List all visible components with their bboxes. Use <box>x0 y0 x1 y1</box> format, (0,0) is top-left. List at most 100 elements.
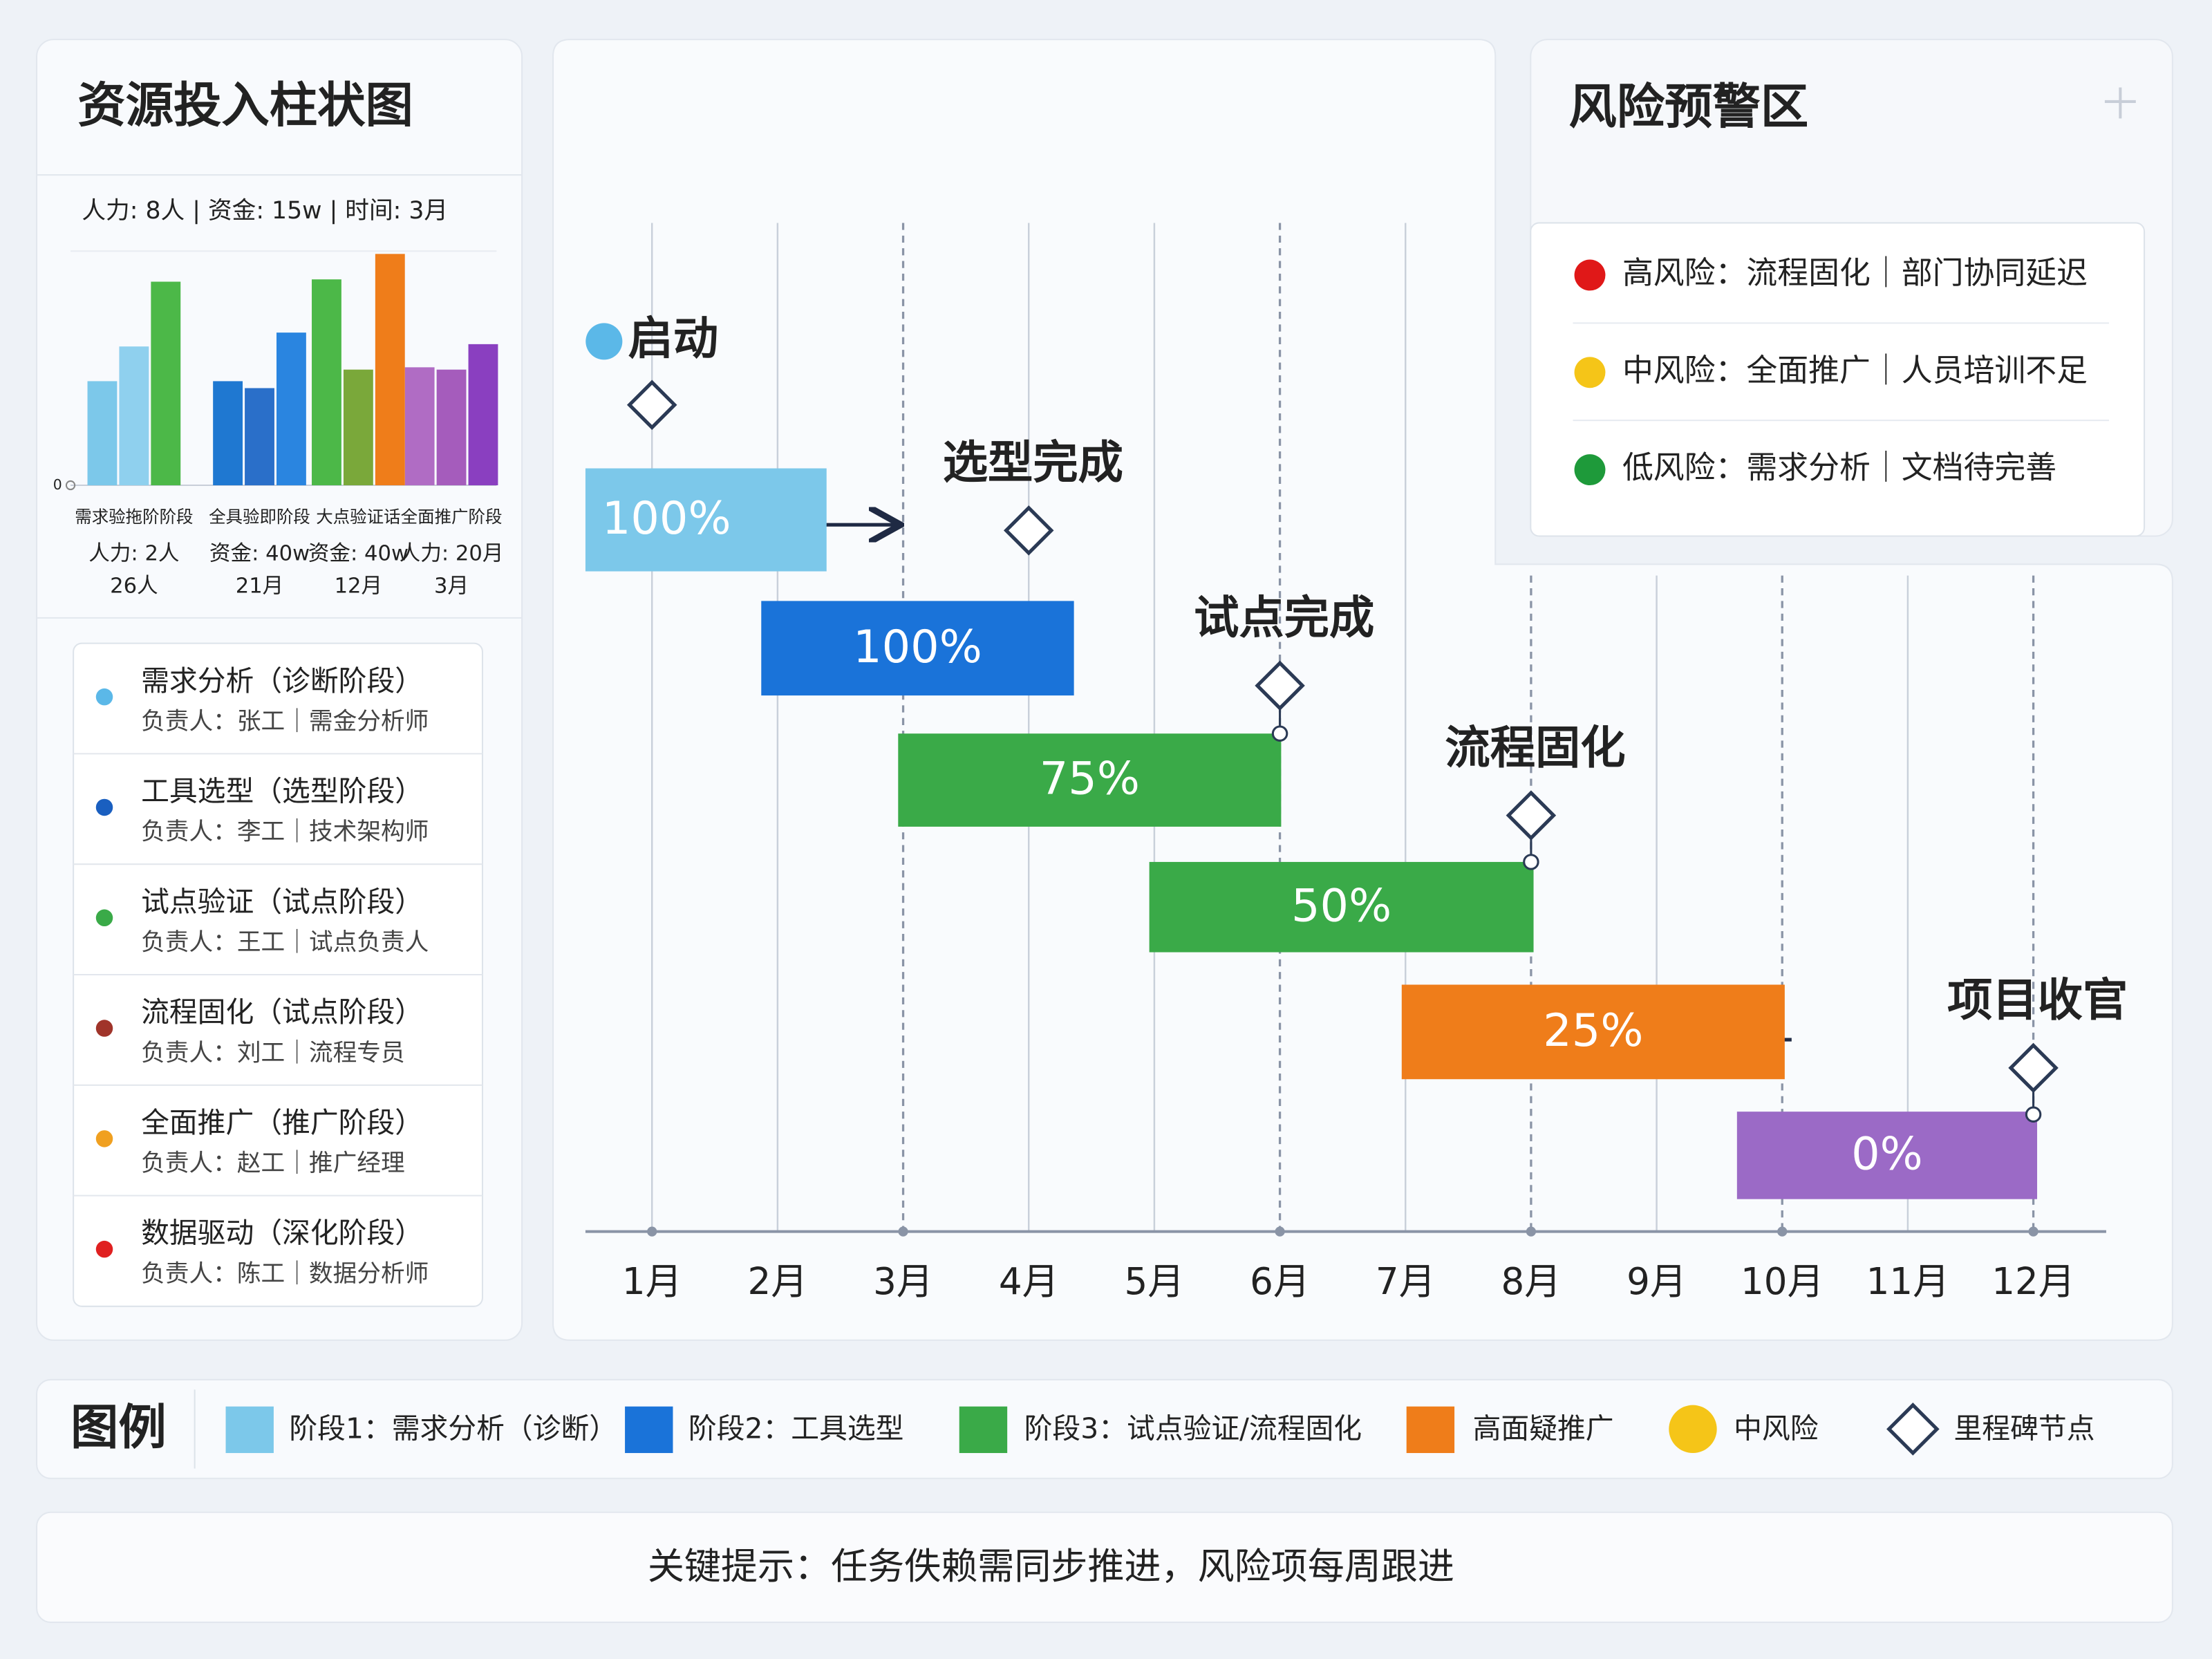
risk-list <box>1530 222 2146 537</box>
task-bar <box>1736 1112 2038 1199</box>
category-note: 21月 <box>236 574 284 598</box>
task-progress: 25% <box>1543 1004 1643 1057</box>
legend-label: 里程碑节点 <box>1954 1412 2095 1445</box>
category-note: 26人 <box>110 574 158 598</box>
role-title: 工具选型（选型阶段） <box>141 775 423 808</box>
x-tick-label: 1月 <box>622 1260 682 1303</box>
task-progress: 50% <box>1291 879 1391 932</box>
milestone-anchor <box>1271 725 1288 742</box>
x-tick-label: 11月 <box>1866 1260 1950 1303</box>
category-note: 12月 <box>335 574 383 598</box>
task-bar <box>761 601 1074 696</box>
legend-title: 图例 <box>71 1400 167 1455</box>
bar <box>375 254 405 486</box>
milestone-anchor <box>1523 854 1539 870</box>
legend-label: 阶段2：工具选型 <box>688 1412 904 1445</box>
role-title: 流程固化（试点阶段） <box>141 995 423 1029</box>
milestone-label: 选型完成 <box>943 437 1123 489</box>
x-tick-label: 全具验即阶段 <box>209 507 310 527</box>
legend-swatch <box>1669 1405 1717 1454</box>
legend-label: 高面疑推广 <box>1473 1412 1614 1445</box>
y-tick-label: 0 <box>53 476 62 493</box>
milestone-label: 流程固化 <box>1445 722 1625 774</box>
category-note: 人力: 20月 <box>400 542 504 566</box>
milestone <box>2008 1042 2059 1094</box>
task-bar <box>1149 861 1534 953</box>
category-note: 资金: 40w <box>308 542 409 566</box>
role-subtitle: 负责人：王工｜试点负责人 <box>141 928 429 956</box>
category-note: 资金: 40w <box>209 542 310 566</box>
role-subtitle: 负责人：陈工｜数据分析师 <box>141 1260 429 1288</box>
milestone <box>626 379 677 430</box>
x-tick-label: 12月 <box>1991 1260 2075 1303</box>
panel-title: 风险预警区 <box>1568 79 1808 135</box>
milestone-label: 启动 <box>628 312 719 365</box>
legend-swatch <box>959 1406 1008 1454</box>
role-dot <box>95 1130 113 1147</box>
milestone <box>1003 505 1054 556</box>
task-progress: 75% <box>1040 753 1140 805</box>
x-tick-label: 6月 <box>1250 1260 1310 1303</box>
bar <box>343 369 373 486</box>
x-tick-label: 7月 <box>1376 1260 1436 1303</box>
x-tick-label: 2月 <box>747 1260 807 1303</box>
risk-dot <box>1574 357 1606 388</box>
risk-item: 高风险：流程固化｜部门协同延迟 <box>1622 254 2088 291</box>
risk-item: 中风险：全面推广｜人员培训不足 <box>1622 352 2088 388</box>
role-title: 数据驱动（深化阶段） <box>141 1217 423 1250</box>
bar <box>468 344 498 486</box>
role-title: 试点验证（试点阶段） <box>141 885 423 918</box>
risk-dot <box>1574 259 1606 291</box>
footer-text: 关键提示：任务佚赖需同步推进，风险项每周跟进 <box>648 1545 1454 1588</box>
bar <box>404 367 435 486</box>
x-tick-label: 全面推广阶段 <box>401 507 503 527</box>
task-bar <box>898 733 1282 827</box>
bar <box>276 332 306 486</box>
x-tick-label: 需求验拖阶阶段 <box>75 507 193 527</box>
x-tick-label: 10月 <box>1741 1260 1824 1303</box>
role-subtitle: 负责人：赵工｜推广经理 <box>141 1150 405 1177</box>
task-progress: 100% <box>853 621 982 673</box>
bar <box>87 381 118 486</box>
tick-mark <box>65 480 76 491</box>
bar <box>312 279 341 486</box>
milestone <box>1506 790 1557 841</box>
milestone-label: 试点完成 <box>1194 592 1374 644</box>
x-tick-label: 5月 <box>1124 1260 1184 1303</box>
milestone <box>1255 660 1305 711</box>
bar <box>245 388 274 486</box>
start-dot <box>585 323 623 360</box>
chart-subtitle: 人力: 8人 | 资金: 15w | 时间: 3月 <box>82 197 448 225</box>
pin-icon <box>2104 87 2136 119</box>
role-subtitle: 负责人：张工｜需金分析师 <box>141 708 429 735</box>
category-note: 人力: 2人 <box>88 542 179 566</box>
legend-label: 阶段1：需求分析（诊断） <box>289 1412 617 1445</box>
milestone-label: 项目收官 <box>1947 974 2128 1027</box>
x-tick-label: 8月 <box>1501 1260 1561 1303</box>
x-tick-label: 9月 <box>1627 1260 1687 1303</box>
role-dot <box>95 798 113 816</box>
risk-item: 低风险：需求分析｜文档待完善 <box>1622 449 2056 486</box>
role-title: 全面推广（推广阶段） <box>141 1106 423 1139</box>
bar <box>436 369 467 486</box>
category-note: 3月 <box>434 574 469 598</box>
task-progress: 100% <box>602 492 731 545</box>
x-tick-label: 大点验证话 <box>316 507 400 527</box>
milestone-anchor <box>2025 1106 2042 1123</box>
role-subtitle: 负责人：刘工｜流程专员 <box>141 1039 405 1067</box>
bar <box>151 281 181 486</box>
task-bar <box>1401 984 1785 1080</box>
legend-panel <box>36 1378 2173 1479</box>
bar <box>119 346 149 486</box>
risk-dot <box>1574 454 1606 486</box>
footer-panel <box>36 1511 2173 1623</box>
role-title: 需求分析（诊断阶段） <box>141 664 423 697</box>
role-dot <box>95 1240 113 1258</box>
role-subtitle: 负责人：李工｜技术架构师 <box>141 818 429 846</box>
x-tick-label: 3月 <box>873 1260 933 1303</box>
legend-swatch <box>1406 1406 1455 1454</box>
legend-label: 中风险 <box>1734 1412 1818 1445</box>
legend-swatch <box>1886 1403 1940 1456</box>
